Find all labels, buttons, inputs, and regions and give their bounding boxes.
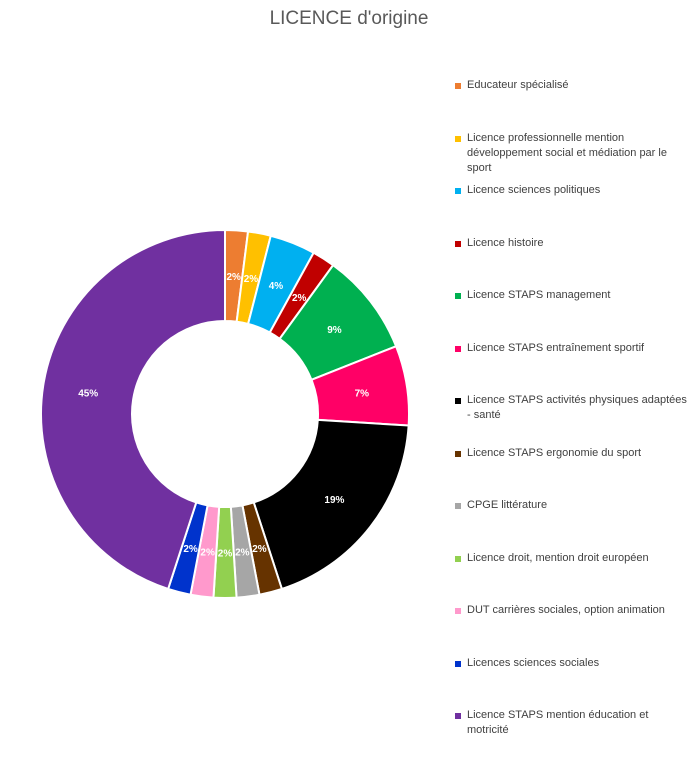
data-label: 2% xyxy=(244,274,259,285)
legend-item: Licence sciences politiques xyxy=(455,183,691,198)
legend-swatch xyxy=(455,136,461,142)
legend-label: DUT carrières sociales, option animation xyxy=(467,604,665,616)
data-label: 4% xyxy=(269,281,284,292)
legend-item: DUT carrières sociales, option animation xyxy=(455,603,691,618)
legend-label: Licence droit, mention droit européen xyxy=(467,552,649,564)
legend-swatch xyxy=(455,293,461,299)
legend-item: Licence droit, mention droit européen xyxy=(455,551,691,566)
legend-swatch xyxy=(455,83,461,89)
data-label: 2% xyxy=(226,272,241,283)
legend-swatch xyxy=(455,608,461,614)
legend-item: Licence STAPS ergonomie du sport xyxy=(455,446,691,461)
data-label: 2% xyxy=(218,549,233,560)
legend-label: Educateur spécialisé xyxy=(467,79,569,91)
data-label: 19% xyxy=(324,495,344,506)
chart-title: LICENCE d'origine xyxy=(269,8,429,29)
legend-item: CPGE littérature xyxy=(455,498,691,513)
data-label: 2% xyxy=(252,544,267,555)
data-label: 45% xyxy=(78,388,98,399)
donut-slice xyxy=(252,418,410,591)
legend-swatch xyxy=(455,346,461,352)
legend-item: Licences sciences sociales xyxy=(455,656,691,671)
data-label: 2% xyxy=(200,547,215,558)
legend-swatch xyxy=(455,713,461,719)
data-label: 2% xyxy=(292,293,307,304)
legend-item: Licence STAPS management xyxy=(455,288,691,303)
legend-item: Licence STAPS entraînement sportif xyxy=(455,341,691,356)
legend-label: Licence histoire xyxy=(467,237,544,249)
legend-item: Licence STAPS mention éducation et motri… xyxy=(455,708,691,738)
data-label: 7% xyxy=(355,388,370,399)
legend-label: Licence STAPS ergonomie du sport xyxy=(467,447,642,459)
legend-label: CPGE littérature xyxy=(467,499,548,511)
legend-item: Educateur spécialisé xyxy=(455,78,691,93)
legend-label: Licence STAPS entraînement sportif xyxy=(467,342,645,354)
legend-swatch xyxy=(455,556,461,562)
legend-label: Licences sciences sociales xyxy=(467,657,600,669)
legend-item: Licence professionnelle mention développ… xyxy=(455,131,691,176)
legend-swatch xyxy=(455,188,461,194)
legend-label: Licence STAPS mention éducation et motri… xyxy=(467,709,649,736)
legend-swatch xyxy=(455,398,461,404)
legend-swatch xyxy=(455,451,461,457)
data-label: 2% xyxy=(183,544,198,555)
legend-label: Licence professionnelle mention développ… xyxy=(467,132,667,174)
legend-swatch xyxy=(455,661,461,667)
legend-label: Licence sciences politiques xyxy=(467,184,601,196)
legend-swatch xyxy=(455,241,461,247)
legend-swatch xyxy=(455,503,461,509)
donut-slice xyxy=(40,228,226,591)
legend-label: Licence STAPS activités physiques adapté… xyxy=(467,394,687,421)
legend-label: Licence STAPS management xyxy=(467,289,611,301)
data-label: 2% xyxy=(235,547,250,558)
legend-item: Licence STAPS activités physiques adapté… xyxy=(455,393,691,423)
legend-item: Licence histoire xyxy=(455,236,691,251)
data-label: 9% xyxy=(327,325,342,336)
